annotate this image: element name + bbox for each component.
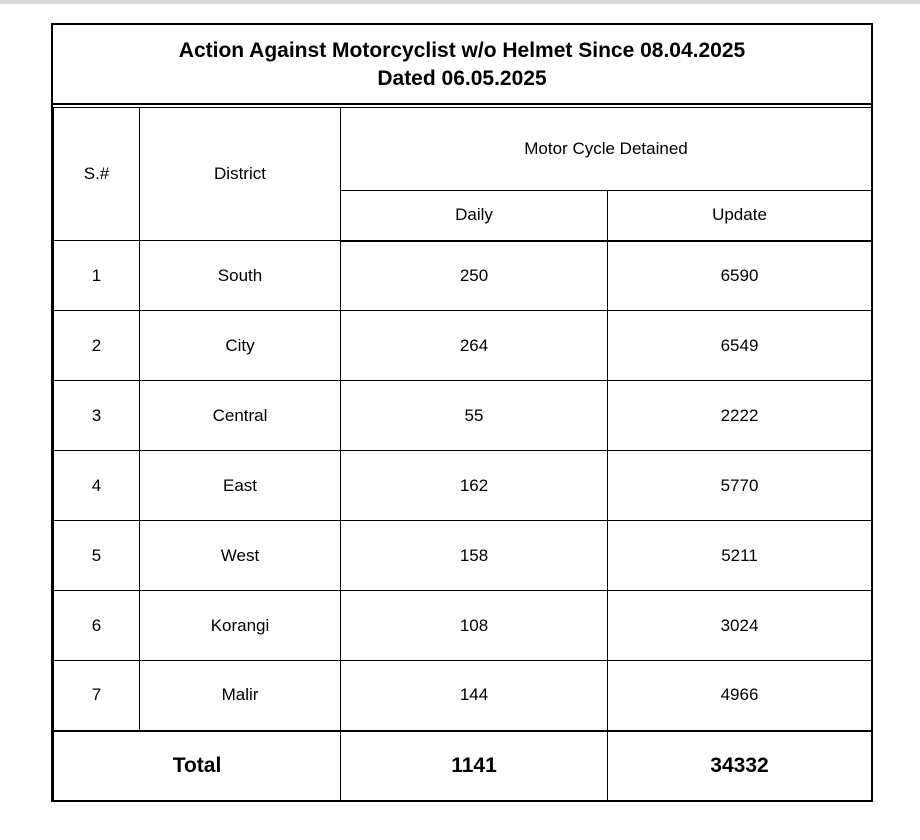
report-title-block: Action Against Motorcyclist w/o Helmet S… [53, 25, 871, 105]
table-body: 1 South 250 6590 2 City 264 6549 3 Central 55 2222 4… [53, 240, 872, 731]
row-daily: 55 [340, 380, 608, 451]
row-sn: 1 [53, 240, 140, 311]
row-district: South [139, 240, 341, 311]
table-row: 1 South 250 6590 [53, 240, 872, 311]
table-row: 5 West 158 5211 [53, 520, 872, 591]
row-update: 5770 [607, 450, 872, 521]
row-sn: 6 [53, 590, 140, 661]
row-update: 6549 [607, 310, 872, 381]
total-daily: 1141 [340, 729, 608, 801]
row-update: 4966 [607, 660, 872, 731]
header-update: Update [607, 190, 872, 242]
row-district: Central [139, 380, 341, 451]
report-date: Dated 06.05.2025 [377, 67, 547, 90]
table-row: 6 Korangi 108 3024 [53, 590, 872, 661]
row-update: 3024 [607, 590, 872, 661]
header-sn: S.# [53, 107, 140, 241]
row-district: Malir [139, 660, 341, 731]
top-strip [0, 0, 920, 4]
row-district: City [139, 310, 341, 381]
table-row: 7 Malir 144 4966 [53, 660, 872, 731]
row-daily: 250 [340, 240, 608, 311]
total-label: Total [53, 729, 341, 801]
report-document: Action Against Motorcyclist w/o Helmet S… [51, 23, 873, 802]
table-row: 4 East 162 5770 [53, 450, 872, 521]
row-update: 2222 [607, 380, 872, 451]
row-sn: 3 [53, 380, 140, 451]
row-sn: 4 [53, 450, 140, 521]
row-daily: 144 [340, 660, 608, 731]
header-daily: Daily [340, 190, 608, 242]
total-row: Total 1141 34332 [53, 729, 872, 801]
row-sn: 5 [53, 520, 140, 591]
row-district: West [139, 520, 341, 591]
row-daily: 108 [340, 590, 608, 661]
row-district: East [139, 450, 341, 521]
table-row: 3 Central 55 2222 [53, 380, 872, 451]
row-daily: 162 [340, 450, 608, 521]
row-update: 5211 [607, 520, 872, 591]
row-sn: 7 [53, 660, 140, 731]
row-district: Korangi [139, 590, 341, 661]
detention-table: S.# District Motor Cycle Detained Daily … [53, 107, 872, 801]
row-daily: 158 [340, 520, 608, 591]
total-update: 34332 [607, 729, 872, 801]
row-sn: 2 [53, 310, 140, 381]
row-update: 6590 [607, 240, 872, 311]
header-motorcycle-detained: Motor Cycle Detained [340, 107, 872, 191]
header-district: District [139, 107, 341, 241]
table-row: 2 City 264 6549 [53, 310, 872, 381]
row-daily: 264 [340, 310, 608, 381]
report-title: Action Against Motorcyclist w/o Helmet S… [178, 39, 746, 62]
